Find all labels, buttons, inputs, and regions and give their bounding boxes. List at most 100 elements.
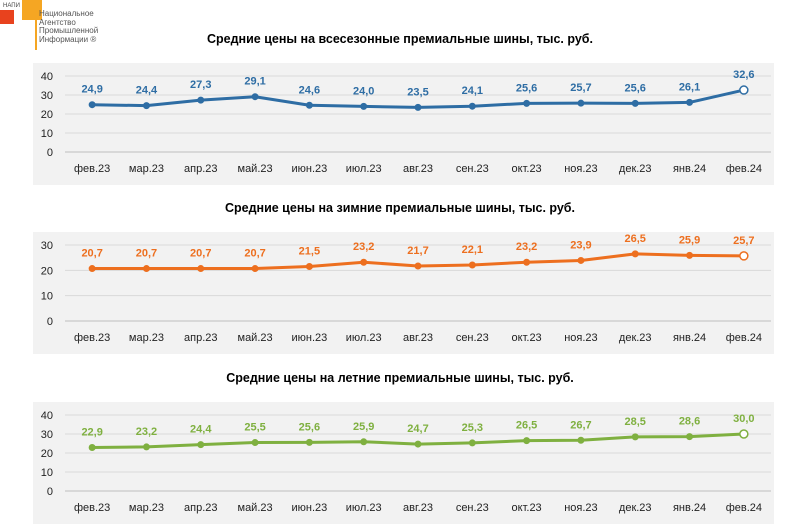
data-point — [739, 85, 749, 95]
y-tick-label: 40 — [41, 410, 53, 422]
data-label: 24,0 — [353, 85, 374, 97]
data-point — [631, 250, 639, 258]
x-tick-label: авг.23 — [403, 502, 433, 514]
logo-mark: НАПИ — [2, 3, 21, 9]
x-tick-label: сен.23 — [456, 163, 489, 175]
data-label: 24,1 — [462, 85, 483, 97]
y-tick-label: 10 — [41, 128, 53, 140]
data-label: 20,7 — [190, 248, 211, 260]
data-label: 30,0 — [733, 413, 754, 425]
x-tick-label: май.23 — [238, 163, 273, 175]
data-label: 24,9 — [81, 84, 102, 96]
x-tick-label: фев.23 — [74, 332, 110, 344]
x-tick-label: апр.23 — [184, 163, 217, 175]
data-point — [523, 99, 531, 107]
logo-orange-square — [22, 0, 42, 20]
y-tick-label: 30 — [41, 429, 53, 441]
data-label: 21,5 — [299, 246, 320, 258]
x-tick-label: окт.23 — [512, 163, 542, 175]
y-tick-label: 10 — [41, 291, 53, 303]
data-point — [577, 436, 585, 444]
data-point — [88, 101, 96, 109]
x-tick-label: фев.24 — [726, 502, 762, 514]
x-tick-label: июн.23 — [292, 163, 328, 175]
x-tick-label: фев.23 — [74, 163, 110, 175]
x-tick-label: апр.23 — [184, 502, 217, 514]
x-tick-label: фев.23 — [74, 502, 110, 514]
data-point — [142, 265, 150, 273]
napi-logo: НАПИ Национальное Агентство Промышленной… — [0, 0, 110, 60]
data-label: 23,9 — [570, 239, 591, 251]
data-label: 25,9 — [353, 421, 374, 433]
data-label: 25,5 — [244, 422, 265, 434]
data-point — [739, 251, 749, 261]
chart-title-winter: Средние цены на зимние премиальные шины,… — [224, 201, 576, 215]
line-chart-all-season: 0 10 20 30 40 фев.23 мар.23 апр.23 май.23 июн.23 и… — [41, 69, 771, 175]
data-label: 23,2 — [136, 426, 157, 438]
data-label: 25,6 — [516, 82, 537, 94]
x-tick-label: июл.23 — [346, 163, 382, 175]
data-label: 23,2 — [516, 241, 537, 253]
line-chart-winter: 0 10 20 30 фев.23 мар.23 апр.23 май.23 июн.23 июл… — [41, 233, 771, 344]
x-tick-label: сен.23 — [456, 332, 489, 344]
data-point — [142, 443, 150, 451]
line-chart-summer: 0 10 20 30 40 фев.23 мар.23 апр.23 май.23 июн.23 и… — [41, 410, 771, 514]
x-tick-label: дек.23 — [619, 163, 652, 175]
data-label: 26,5 — [516, 420, 537, 432]
data-point — [251, 439, 259, 447]
data-label: 25,3 — [462, 422, 483, 434]
x-tick-label: мар.23 — [129, 163, 164, 175]
data-point — [739, 429, 749, 439]
y-tick-label: 20 — [41, 109, 53, 121]
x-tick-label: апр.23 — [184, 332, 217, 344]
data-label: 24,7 — [407, 423, 428, 435]
data-point — [523, 437, 531, 445]
x-tick-label: окт.23 — [512, 502, 542, 514]
data-label: 26,5 — [625, 233, 646, 245]
data-label: 25,9 — [679, 234, 700, 246]
y-tick-label: 30 — [41, 90, 53, 102]
data-point — [686, 98, 694, 106]
data-label: 26,7 — [570, 419, 591, 431]
data-point — [360, 258, 368, 266]
y-tick-label: 20 — [41, 448, 53, 460]
data-point — [142, 102, 150, 110]
data-point — [686, 251, 694, 259]
data-point — [468, 102, 476, 110]
x-tick-label: янв.24 — [673, 163, 706, 175]
data-label: 24,6 — [299, 84, 320, 96]
x-tick-label: май.23 — [238, 332, 273, 344]
data-point — [414, 262, 422, 270]
y-tick-label: 30 — [41, 240, 53, 252]
chart-panel-winter: 0 10 20 30 фев.23 мар.23 апр.23 май.23 июн.23 июл… — [33, 232, 774, 354]
chart-title-all-season: Средние цены на всесезонные премиальные … — [207, 32, 593, 46]
chart-panel-all-season: 0 10 20 30 40 фев.23 мар.23 апр.23 май.23 июн.23 и… — [33, 63, 774, 185]
data-label: 26,1 — [679, 81, 700, 93]
data-point — [305, 101, 313, 109]
data-label: 23,2 — [353, 241, 374, 253]
x-tick-label: дек.23 — [619, 502, 652, 514]
data-point — [468, 439, 476, 447]
data-point — [414, 103, 422, 111]
data-label: 24,4 — [190, 424, 212, 436]
data-point — [197, 96, 205, 104]
data-label: 25,7 — [570, 82, 591, 94]
data-point — [88, 265, 96, 273]
data-point — [631, 433, 639, 441]
x-tick-label: фев.24 — [726, 163, 762, 175]
x-tick-label: янв.24 — [673, 502, 706, 514]
data-point — [197, 441, 205, 449]
data-label: 27,3 — [190, 79, 211, 91]
x-tick-label: мар.23 — [129, 332, 164, 344]
x-tick-label: дек.23 — [619, 332, 652, 344]
data-label: 25,6 — [625, 82, 646, 94]
x-tick-label: авг.23 — [403, 332, 433, 344]
data-label: 23,5 — [407, 86, 428, 98]
x-tick-label: авг.23 — [403, 163, 433, 175]
data-label: 28,6 — [679, 416, 700, 428]
data-point — [414, 440, 422, 448]
logo-red-square — [0, 10, 14, 24]
data-point — [577, 99, 585, 107]
x-tick-label: ноя.23 — [564, 163, 597, 175]
data-point — [631, 99, 639, 107]
